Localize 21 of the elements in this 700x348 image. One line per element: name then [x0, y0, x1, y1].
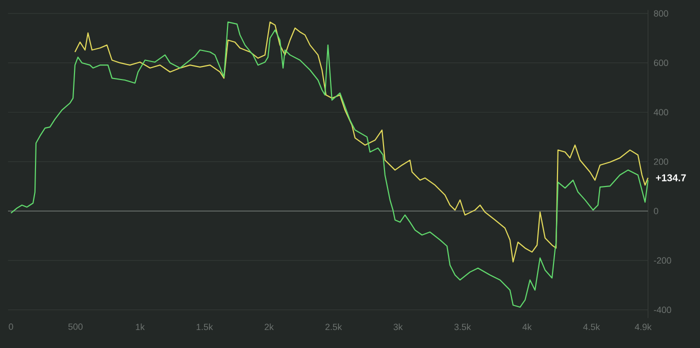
line-series — [74, 22, 649, 262]
x-tick-label: 1.5k — [196, 324, 213, 330]
y-tick-label: -200 — [654, 257, 672, 264]
y-tick-label: 0 — [654, 208, 658, 214]
x-tick-label: 3.5k — [454, 324, 471, 330]
y-tick-label: -400 — [654, 306, 672, 314]
x-tick-label: 500 — [68, 324, 83, 330]
x-tick-label: 2.5k — [325, 324, 342, 330]
annotation: +134.7 — [656, 174, 686, 182]
line-series — [10, 22, 649, 308]
y-tick-label: 200 — [654, 158, 668, 165]
x-tick-label: 3k — [394, 324, 403, 330]
x-tick-label: 4.9k — [634, 324, 652, 330]
x-tick-label: 0 — [8, 324, 14, 330]
x-tick-label: 2k — [264, 324, 274, 330]
x-tick-label: 4.5k — [583, 324, 600, 330]
x-tick-label: 1k — [136, 324, 145, 330]
y-tick-label: 800 — [654, 10, 668, 17]
x-tick-label: 4k — [522, 324, 532, 330]
y-tick-label: 400 — [654, 109, 668, 116]
y-tick-label: 600 — [654, 60, 668, 66]
